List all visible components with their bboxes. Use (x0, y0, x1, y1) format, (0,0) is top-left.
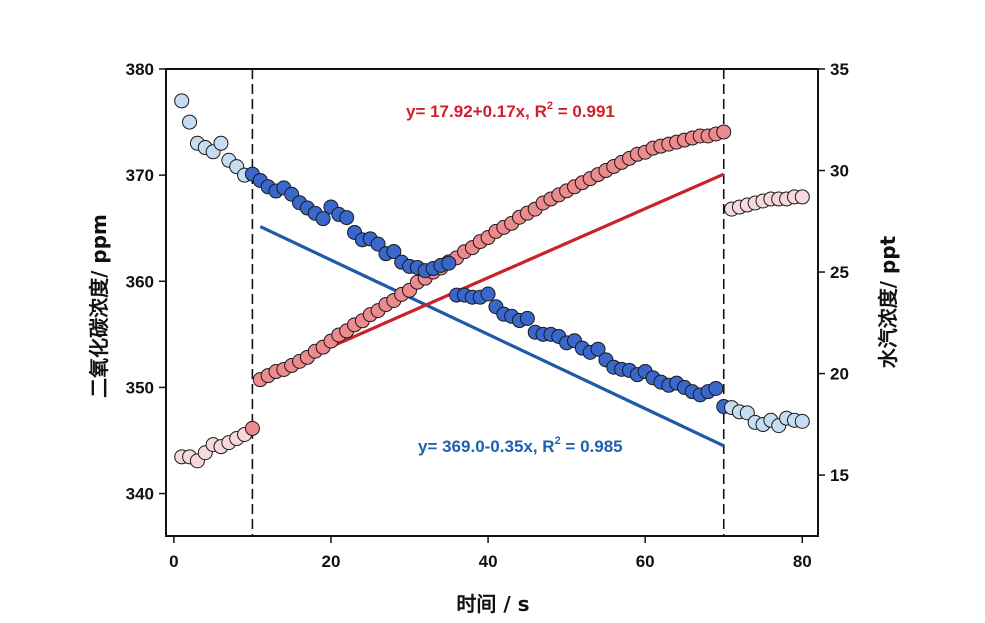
co2-point (590, 341, 606, 357)
y-left-tick-label: 370 (126, 166, 154, 185)
plot-frame (165, 68, 819, 537)
h2o-point (794, 189, 810, 205)
y-left-tick-label: 340 (126, 485, 154, 504)
co2-point (480, 286, 496, 302)
co2-fit-r2: = 0.985 (561, 437, 623, 456)
co2-point (182, 114, 198, 130)
x-tick-label: 20 (322, 552, 341, 571)
y-left-tick-label: 380 (126, 60, 154, 79)
y-axis-left-title: 二氧化碳浓度/ ppm (87, 214, 111, 398)
y-axis-right: 15 20 25 30 35 (818, 60, 849, 485)
y-right-tick-label: 35 (830, 60, 849, 79)
co2-fit-line (259, 225, 725, 448)
y-left-tick-label: 360 (126, 272, 154, 291)
data-points (174, 93, 810, 469)
co2-point (794, 413, 810, 429)
co2-point (213, 135, 229, 151)
co2-fit-equation-text: y= 369.0-0.35x, R (418, 437, 555, 456)
x-tick-label: 60 (636, 552, 655, 571)
co2-point (386, 244, 402, 260)
co2-point (339, 210, 355, 226)
period-markers (251, 69, 725, 536)
x-tick-label: 0 (169, 552, 178, 571)
y-axis-left: 340 350 360 370 380 (126, 60, 166, 504)
h2o-fit-r2: = 0.991 (553, 102, 615, 121)
co2-point (315, 211, 331, 227)
h2o-point (716, 124, 732, 140)
h2o-point (244, 420, 260, 436)
x-tick-label: 80 (793, 552, 812, 571)
x-axis-title: 时间 / s (456, 592, 529, 616)
h2o-fit-superscript: 2 (547, 100, 553, 112)
co2-point (708, 380, 724, 396)
h2o-fit-equation-text: y= 17.92+0.17x, R (406, 102, 547, 121)
y-axis-right-title: 水汽浓度/ ppt (876, 235, 900, 368)
co2-point (519, 310, 535, 326)
y-right-tick-label: 30 (830, 162, 849, 181)
co2-fit-superscript: 2 (555, 435, 561, 447)
y-right-tick-label: 25 (830, 263, 849, 282)
co2-point (174, 93, 190, 109)
x-axis: 0 20 40 60 80 (169, 536, 812, 571)
h2o-fit-equation: y= 17.92+0.17x, R2 = 0.991 (406, 100, 615, 121)
y-left-tick-label: 350 (126, 378, 154, 397)
co2-fit-equation: y= 369.0-0.35x, R2 = 0.985 (418, 435, 623, 456)
y-right-tick-label: 15 (830, 466, 849, 485)
x-tick-label: 40 (479, 552, 498, 571)
co2-point (441, 255, 457, 271)
y-right-tick-label: 20 (830, 365, 849, 384)
